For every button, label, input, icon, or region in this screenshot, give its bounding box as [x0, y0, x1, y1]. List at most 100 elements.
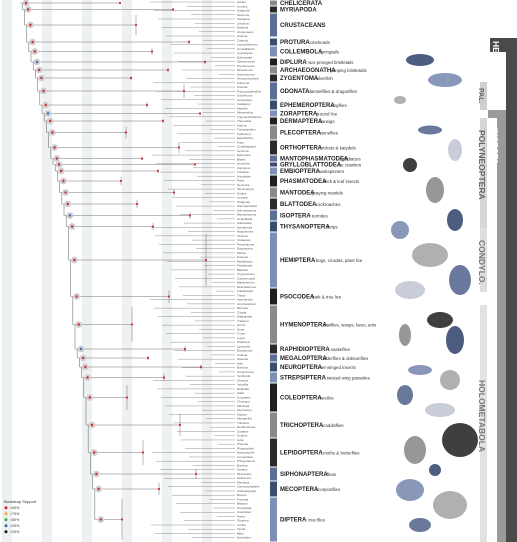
- order-name: DIPLURA: [280, 60, 307, 66]
- taxon-label: Trigoniophthalmus: [237, 115, 262, 119]
- order-entry: ODONATA: damselflies & dragonflies: [270, 82, 358, 100]
- taxon-label: Bibio: [237, 532, 244, 536]
- taxon-label: Lithobius: [237, 21, 250, 25]
- taxon-label: Ischnura: [237, 149, 249, 153]
- palaeoptera-label: PAL.: [477, 88, 484, 103]
- insect-silhouette-icon: [446, 326, 464, 354]
- taxon-label: Reticulitermes: [237, 285, 257, 289]
- taxon-label: Zootermopsis: [237, 276, 256, 280]
- order-name: ARCHAEOGNATHA: [280, 68, 336, 74]
- taxon-label: Strigamia: [237, 9, 250, 13]
- order-name: EMBIOPTERA: [280, 169, 321, 175]
- taxon-label: Micropterix: [237, 472, 252, 476]
- bootstrap-dot: [135, 202, 139, 206]
- legend-item-label: >75%: [10, 512, 20, 516]
- bootstrap-dot: [51, 131, 54, 134]
- taxon-label: Aedes: [237, 515, 246, 519]
- taxon-label: Heliconius: [237, 476, 251, 480]
- order-name: ORTHOPTERA: [280, 146, 323, 152]
- bootstrap-dot: [35, 60, 39, 64]
- bootstrap-dot: [183, 347, 187, 351]
- taxon-label: Gerris: [237, 323, 246, 327]
- bootstrap-dot: [93, 451, 96, 454]
- order-entry: MYRIAPODA: [270, 6, 317, 14]
- order-labels: CHELICERATAMYRIAPODACRUSTACEANSPROTURA: …: [270, 0, 377, 542]
- bootstrap-dot: [31, 40, 34, 44]
- bootstrap-dot: [90, 423, 94, 427]
- bootstrap-dot: [66, 202, 70, 206]
- taxon-label: Bombylius: [237, 536, 251, 540]
- bootstrap-dot: [172, 191, 176, 194]
- bootstrap-dot: [97, 487, 100, 491]
- order-entry: GRYLLOBLATTODEA: ice crawlers: [270, 162, 362, 169]
- legend-item-label: >25%: [10, 524, 20, 528]
- order-bar: [270, 497, 277, 542]
- order-common-name: : thrips: [324, 225, 338, 230]
- order-entry: TRICHOPTERA: caddisflies: [270, 412, 344, 438]
- taxon-label: Machilis: [237, 106, 248, 110]
- bootstrap-dot: [140, 157, 144, 160]
- bootstrap-dot: [75, 295, 78, 298]
- order-bar: [270, 481, 277, 497]
- taxon-label: Zorotypus: [237, 166, 251, 170]
- taxon-label: Ixodes: [237, 0, 246, 4]
- order-name: DIPTERA: [280, 518, 307, 524]
- order-entry: MECOPTERA: scorpionflies: [270, 481, 341, 497]
- taxon-label: Myrmeleon: [237, 408, 252, 412]
- taxon-label: Hydropsyche: [237, 451, 255, 455]
- taxon-label: Dendroctonus: [237, 425, 256, 429]
- order-bar: [270, 0, 277, 6]
- order-entry: RAPHIDIOPTERA: snakeflies: [270, 344, 351, 354]
- order-bar: [270, 74, 277, 82]
- clade-brackets: HEXAPODA INSECTA PAL. POLYNEOPTERA CONDY…: [477, 38, 517, 542]
- taxon-label: Tenthredo: [237, 374, 251, 378]
- order-name: DERMAPTERA: [280, 119, 323, 125]
- taxon-label: Panorpa: [237, 498, 249, 502]
- order-name: MYRIAPODA: [280, 8, 317, 14]
- legend-swatch: [4, 518, 8, 522]
- order-name: SIPHONAPTERA: [280, 472, 328, 478]
- order-bar: [270, 210, 277, 221]
- order-entry: EPHEMEROPTERA: mayflies: [270, 100, 347, 110]
- holometabola-label: HOLOMETABOLA: [477, 380, 487, 452]
- order-bar: [270, 66, 277, 74]
- taxon-label: Folsomia: [237, 81, 250, 85]
- order-entry: HEMIPTERA: bugs, cicadas, plant lice: [270, 232, 363, 288]
- bootstrap-dot: [84, 365, 87, 369]
- order-common-name: : sawflies, wasps, bees, ants: [321, 323, 377, 328]
- hexapoda-label: HEXAPODA: [491, 41, 501, 89]
- order-common-name: : snakeflies: [328, 347, 351, 352]
- order-name: CHELICERATA: [280, 1, 323, 7]
- order-bar: [270, 82, 277, 100]
- order-bar: [270, 354, 277, 362]
- order-entry: CRUSTACEANS: [270, 13, 326, 37]
- taxon-label: Litopenaeus: [237, 30, 254, 34]
- order-name: ZORAPTERA: [280, 112, 318, 118]
- order-entry: ISOPTERA: termites: [270, 210, 328, 221]
- palaeoptera-bracket: [480, 82, 487, 110]
- order-name: CRUSTACEANS: [280, 23, 326, 29]
- legend-swatch: [4, 512, 8, 516]
- bootstrap-dot: [188, 214, 192, 217]
- bootstrap-dot: [166, 68, 170, 72]
- condylognatha-label: CONDYLO.: [477, 240, 487, 285]
- bootstrap-dot: [29, 23, 32, 27]
- order-entry: CHELICERATA: [270, 0, 323, 7]
- legend-swatch: [4, 524, 8, 528]
- order-entry: DIPTERA: true flies: [270, 497, 326, 542]
- order-name: MECOPTERA: [280, 487, 319, 493]
- bootstrap-dot: [71, 225, 74, 228]
- taxon-label: Tricholepidion: [237, 128, 256, 132]
- bootstrap-dot: [38, 68, 41, 72]
- taxon-label: Sminthurus: [237, 94, 253, 98]
- taxon-label: Cryptocercus: [237, 272, 255, 276]
- order-bar: [270, 125, 277, 140]
- bootstrap-dot: [145, 103, 149, 107]
- insect-silhouette-icon: [403, 158, 417, 172]
- order-bar: [270, 155, 277, 162]
- taxon-label: Limulus: [237, 4, 248, 8]
- order-bar: [270, 438, 277, 467]
- order-name: MANTOPHASMATODEA: [280, 157, 349, 163]
- order-common-name: : net-winged insects: [317, 365, 357, 370]
- bootstrap-dot: [162, 376, 166, 379]
